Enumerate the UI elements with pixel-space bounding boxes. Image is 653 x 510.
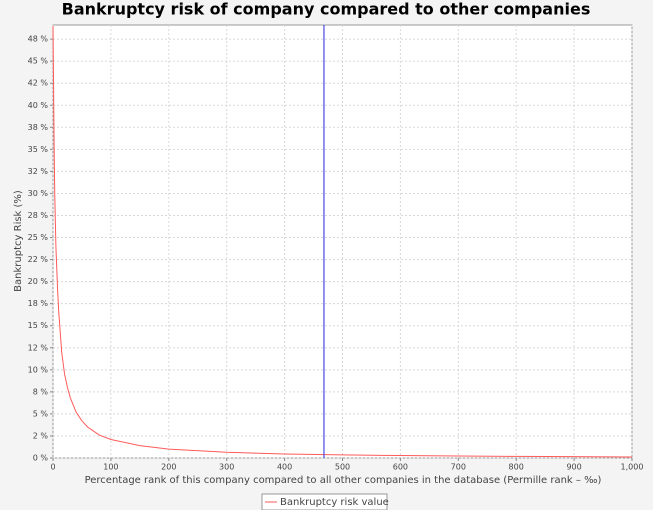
y-axis-label: Bankruptcy Risk (%)	[13, 190, 24, 292]
y-tick-label: 0 %	[33, 454, 49, 463]
chart-title: Bankruptcy risk of company compared to o…	[62, 0, 591, 19]
x-tick-label: 600	[393, 463, 408, 472]
y-tick-label: 45 %	[28, 57, 49, 66]
y-tick-label: 32 %	[28, 167, 49, 176]
y-tick-label: 28 %	[28, 211, 49, 220]
y-tick-label: 20 %	[28, 277, 49, 286]
x-axis-label: Percentage rank of this company compared…	[85, 475, 602, 486]
legend	[261, 493, 388, 510]
y-tick-label: 18 %	[28, 299, 49, 308]
y-tick-label: 22 %	[28, 255, 49, 264]
line	[52, 25, 633, 458]
y-tick-label: 15 %	[28, 321, 49, 330]
x-tick-label: 300	[219, 463, 234, 472]
legend-label: Bankruptcy risk value	[280, 497, 389, 508]
y-tick-label: 12 %	[28, 343, 49, 352]
x-tick-label: 0	[50, 463, 55, 472]
y-tick-label: 35 %	[28, 145, 49, 154]
x-tick-label: 700	[451, 463, 466, 472]
x-tick-label: 100	[103, 463, 118, 472]
y-tick-label: 38 %	[28, 123, 49, 132]
x-tick-label: 500	[335, 463, 350, 472]
y-tick-label: 25 %	[28, 233, 49, 242]
y-tick-label: 10 %	[28, 365, 49, 374]
y-tick-label: 42 %	[28, 79, 49, 88]
x-tick-label: 900	[566, 463, 581, 472]
y-tick-label: 2 %	[33, 431, 49, 440]
x-tick-label: 200	[161, 463, 176, 472]
y-tick-label: 30 %	[28, 189, 49, 198]
x-tick-label: 400	[277, 463, 292, 472]
y-tick-label: 5 %	[33, 409, 49, 418]
y-tick-label: 40 %	[28, 101, 49, 110]
y-tick-label: 8 %	[33, 387, 49, 396]
x-tick-label: 1,000	[621, 463, 644, 472]
x-tick-label: 800	[509, 463, 524, 472]
y-tick-label: 48 %	[28, 35, 49, 44]
